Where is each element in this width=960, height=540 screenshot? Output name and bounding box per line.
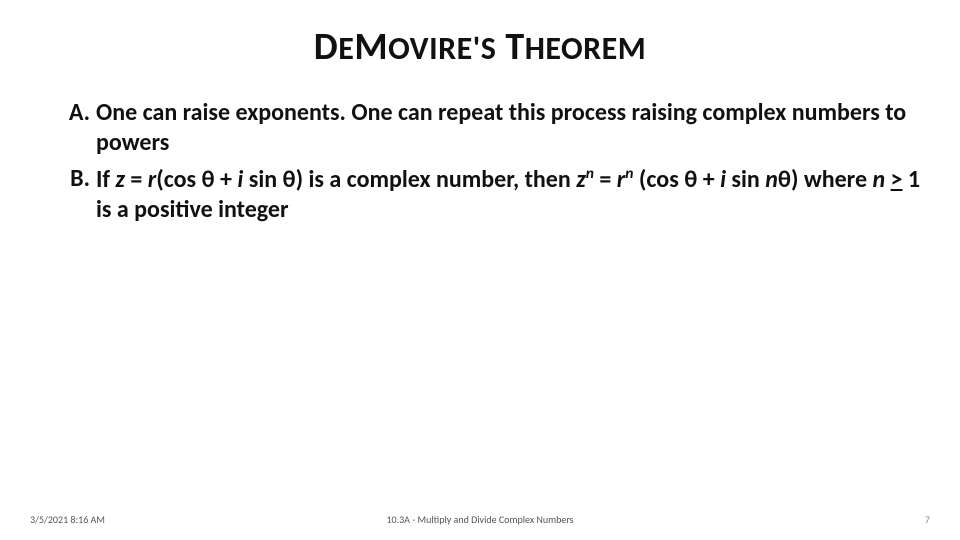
title-cap-M: M (354, 24, 388, 70)
title-small-E: E (338, 29, 354, 68)
slide-container: DEMOVIRE'S THEOREM A. One can raise expo… (0, 0, 960, 540)
slide-footer: 3/5/2021 8:16 AM 10.3A - Multiply and Di… (0, 513, 960, 526)
list-item-b: B. If z = r(cos θ + i sin θ) is a comple… (70, 164, 930, 225)
footer-timestamp: 3/5/2021 8:16 AM (30, 513, 105, 526)
title-cap-T: T (496, 24, 524, 70)
list-item-a: A. One can raise exponents. One can repe… (70, 98, 930, 158)
list-marker-a: A. (56, 98, 90, 128)
list-marker-b: B. (56, 164, 90, 194)
footer-page-number: 7 (925, 513, 930, 526)
title-small-OVIRE: OVIRE' (388, 29, 481, 68)
list-text-b: If z = r(cos θ + i sin θ) is a complex n… (96, 165, 920, 224)
title-small-S: S (481, 29, 497, 68)
list-text-a: One can raise exponents. One can repeat … (96, 98, 906, 157)
title-cap-D: D (314, 24, 338, 70)
footer-title: 10.3A - Multiply and Divide Complex Numb… (386, 513, 573, 526)
content-list: A. One can raise exponents. One can repe… (30, 98, 930, 225)
slide-title: DEMOVIRE'S THEOREM (30, 24, 930, 70)
title-small-HEOREM: HEOREM (525, 29, 646, 68)
